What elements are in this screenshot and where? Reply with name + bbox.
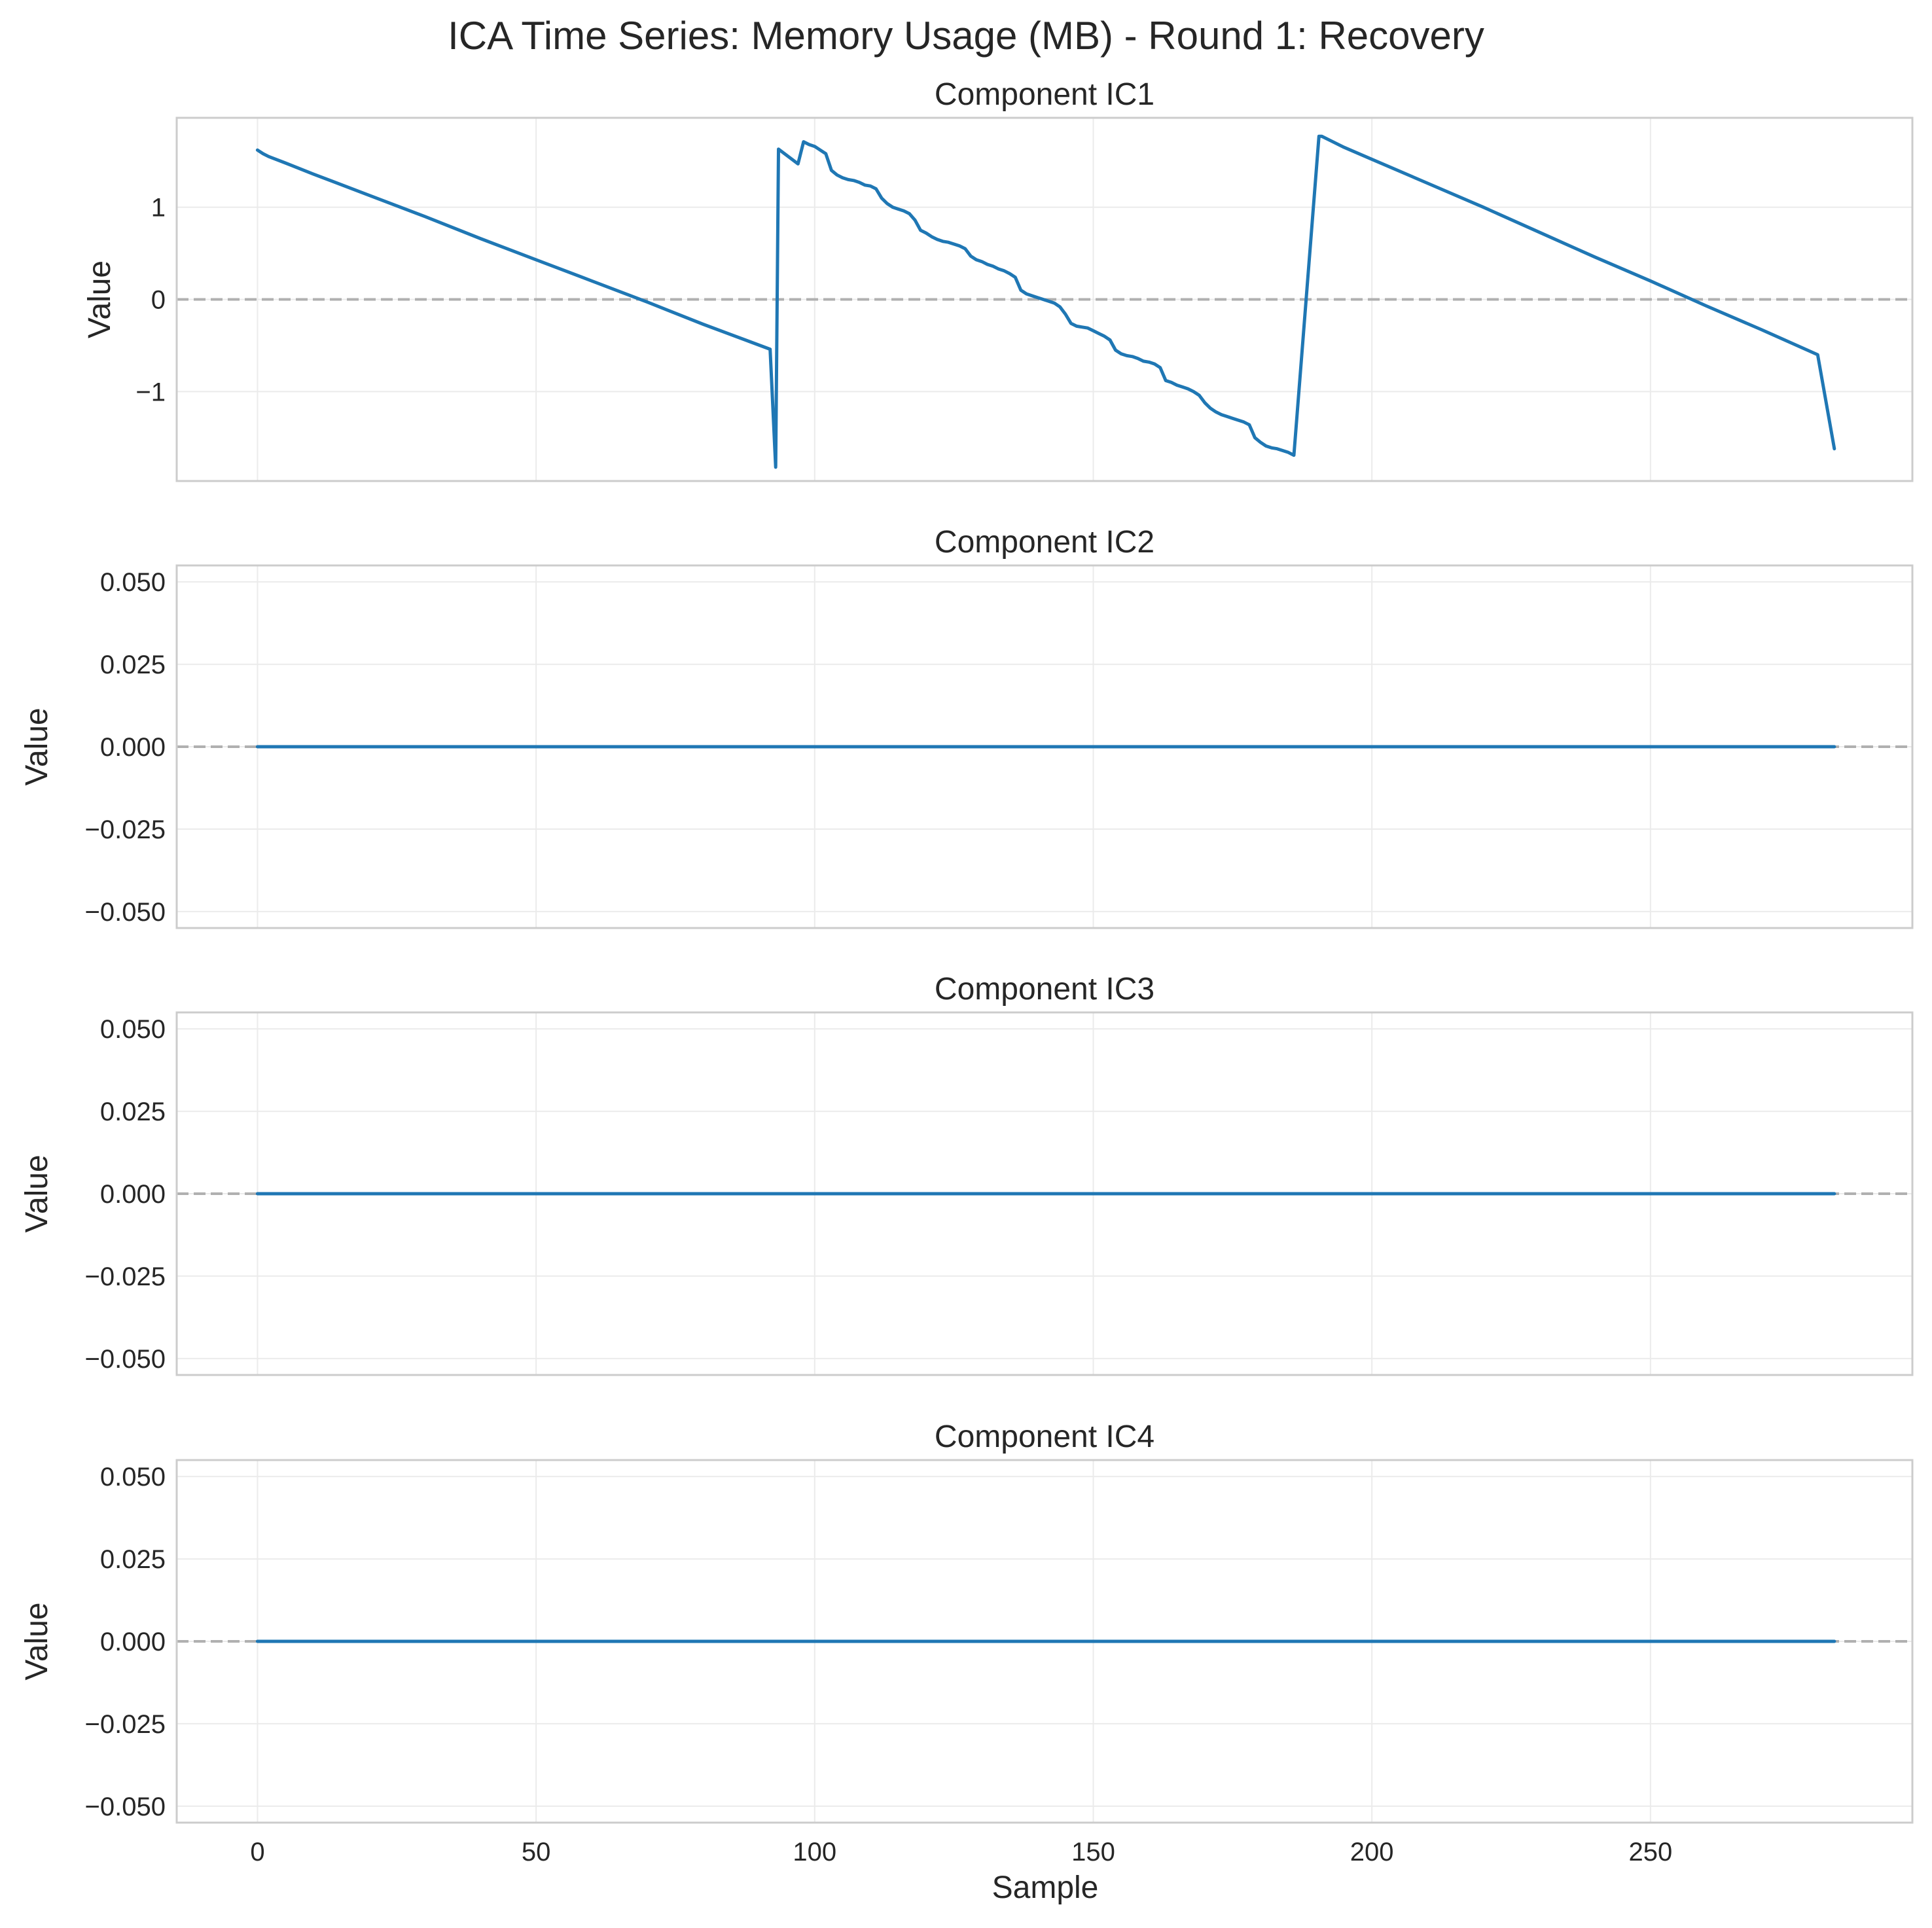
x-tick-label: 250 — [1628, 1838, 1672, 1866]
x-axis-label: Sample — [992, 1870, 1099, 1905]
y-tick-label: −0.025 — [85, 1262, 166, 1291]
x-tick-label: 100 — [793, 1838, 836, 1866]
panel-ic2: Component IC2 0.050 0.025 0.000 −0.025 −0.050… — [20, 525, 1914, 929]
panel-ic4: Component IC4 0.050 0.025 0.000 −0.025 −0.050… — [20, 1419, 1914, 1866]
y-tick-label: −1 — [135, 378, 166, 406]
y-tick-label: 0.000 — [100, 1628, 166, 1656]
y-tick-label: 0.025 — [100, 1545, 166, 1574]
x-tick-label: 200 — [1350, 1838, 1394, 1866]
y-tick-label: 0.025 — [100, 651, 166, 679]
axes-frame — [175, 1459, 1914, 1824]
y-tick-label: 0.000 — [100, 1180, 166, 1209]
x-tick-label: 150 — [1071, 1838, 1115, 1866]
panel-title: Component IC3 — [935, 972, 1154, 1007]
panel-title: Component IC4 — [935, 1419, 1154, 1454]
figure-title: ICA Time Series: Memory Usage (MB) - Rou… — [448, 14, 1484, 58]
axes-frame — [175, 564, 1914, 929]
panel-ic1: Component IC1 1 0 −1 Value — [82, 77, 1914, 482]
y-axis-label: Value — [20, 1602, 54, 1680]
axes-frame — [175, 116, 1914, 482]
y-tick-label: 0 — [151, 286, 166, 315]
panel-title: Component IC1 — [935, 77, 1154, 112]
panel-ic3: Component IC3 0.050 0.025 0.000 −0.025 −0.050… — [20, 972, 1914, 1376]
y-tick-label: 0.000 — [100, 733, 166, 762]
y-axis-label: Value — [20, 1154, 54, 1232]
y-tick-label: 0.025 — [100, 1098, 166, 1126]
x-tick-label: 50 — [522, 1838, 551, 1866]
y-tick-label: 0.050 — [100, 568, 166, 597]
y-tick-label: −0.050 — [85, 1345, 166, 1374]
y-tick-label: 0.050 — [100, 1015, 166, 1044]
y-axis-label: Value — [82, 260, 117, 338]
y-tick-label: −0.025 — [85, 815, 166, 844]
y-tick-label: −0.025 — [85, 1710, 166, 1739]
y-tick-label: −0.050 — [85, 1793, 166, 1821]
y-axis-label: Value — [20, 707, 54, 785]
y-tick-label: −0.050 — [85, 898, 166, 927]
series-line-ic1 — [255, 134, 1836, 469]
x-tick-label: 0 — [250, 1838, 264, 1866]
axes-frame — [175, 1011, 1914, 1376]
y-tick-label: 0.050 — [100, 1463, 166, 1491]
y-tick-label: 1 — [151, 194, 166, 223]
panel-title: Component IC2 — [935, 525, 1154, 560]
